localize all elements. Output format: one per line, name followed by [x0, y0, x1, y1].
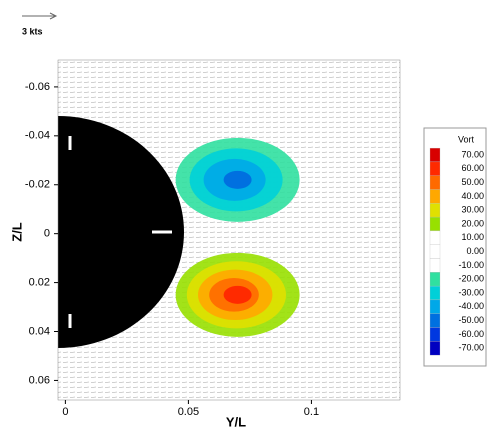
- colorbar-swatch: [429, 327, 441, 342]
- colorbar-swatch: [429, 299, 441, 314]
- colorbar-label: -20.00: [458, 274, 484, 284]
- vortex-core: [223, 285, 252, 304]
- x-tick-label: 0: [62, 406, 68, 418]
- colorbar-swatch: [429, 216, 441, 232]
- plot-frame: [57, 59, 401, 401]
- colorbar-label: 10.00: [461, 232, 484, 242]
- x-tick-label: 0.05: [178, 406, 199, 418]
- y-tick-label: -0.06: [25, 81, 50, 93]
- x-tick-label: 0.1: [304, 406, 319, 418]
- contour-layer: [175, 137, 300, 337]
- colorbar-label: 40.00: [461, 191, 484, 201]
- colorbar-swatch: [429, 341, 441, 356]
- colorbar-label: -30.00: [458, 287, 484, 297]
- y-tick-label: 0.06: [29, 374, 50, 386]
- hull-body: [58, 116, 184, 348]
- colorbar-swatch: [429, 313, 441, 328]
- y-tick-label: -0.02: [25, 179, 50, 191]
- colorbar-label: 0.00: [466, 246, 484, 256]
- reference-label: 3 kts: [22, 26, 43, 36]
- vortex-core: [223, 170, 252, 189]
- colorbar-label: 70.00: [461, 149, 484, 159]
- y-axis-label: Z/L: [9, 222, 24, 242]
- y-tick-label: 0.02: [29, 276, 50, 288]
- colorbar-label: -40.00: [458, 301, 484, 311]
- colorbar-swatch: [429, 175, 441, 190]
- reference-arrow-head: [49, 12, 58, 20]
- colorbar-label: -50.00: [458, 315, 484, 325]
- colorbar-label: 60.00: [461, 163, 484, 173]
- colorbar-swatch: [429, 244, 441, 259]
- colorbar-swatch: [429, 272, 441, 287]
- colorbar-label: 30.00: [461, 205, 484, 215]
- colorbar-label: -10.00: [458, 260, 484, 270]
- hull: [58, 116, 184, 348]
- colorbar-swatch: [429, 203, 441, 218]
- colorbar-swatch: [429, 258, 441, 273]
- colorbar-title: Vort: [458, 134, 475, 144]
- y-tick-label: 0.04: [29, 325, 50, 337]
- colorbar-swatch: [429, 147, 441, 163]
- x-axis-label: Y/L: [226, 414, 246, 429]
- colorbar-label: -70.00: [458, 343, 484, 353]
- colorbar-swatch: [429, 161, 441, 176]
- colorbar-swatch: [429, 285, 441, 301]
- y-tick-label: -0.04: [25, 130, 50, 142]
- colorbar-label: 50.00: [461, 177, 484, 187]
- colorbar-swatch: [429, 230, 441, 245]
- y-tick-label: 0: [44, 228, 50, 240]
- colorbar-label: 20.00: [461, 218, 484, 228]
- colorbar-label: -60.00: [458, 329, 484, 339]
- colorbar-swatch: [429, 189, 441, 204]
